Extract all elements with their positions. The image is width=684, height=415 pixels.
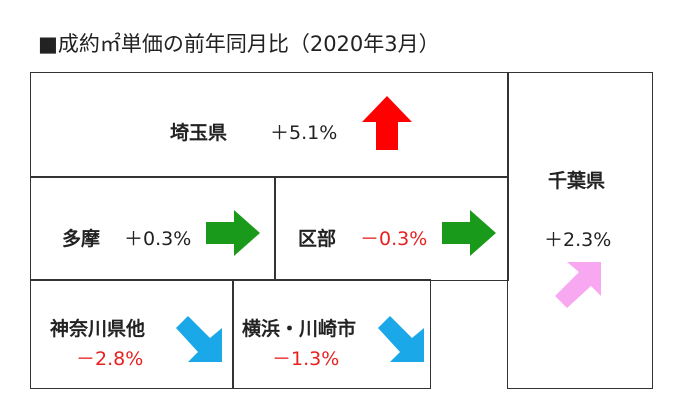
region-change: －2.8% <box>76 348 144 370</box>
down-right-arrow <box>378 316 424 362</box>
region-name: 区部 <box>298 228 337 250</box>
region-box <box>30 176 276 281</box>
region-name: 埼玉県 <box>170 122 228 144</box>
region-name: 神奈川県他 <box>50 318 146 340</box>
up-right-arrow <box>555 262 601 308</box>
region-change: ＋0.3% <box>124 228 192 250</box>
region-name: 横浜・川崎市 <box>242 318 357 340</box>
region-change: －1.3% <box>272 348 340 370</box>
title: ■成約㎡単価の前年同月比（2020年3月） <box>38 32 440 56</box>
region-box <box>274 176 509 281</box>
region-name: 千葉県 <box>548 170 606 192</box>
region-change: ＋2.3% <box>544 229 612 251</box>
region-box <box>30 279 234 389</box>
region-change: －0.3% <box>360 228 428 250</box>
region-name: 多摩 <box>62 228 101 250</box>
region-box <box>507 72 653 389</box>
region-change: ＋5.1% <box>270 122 338 144</box>
right-arrow <box>442 210 496 256</box>
up-arrow <box>362 96 412 150</box>
region-box <box>232 279 431 389</box>
down-right-arrow <box>176 316 222 362</box>
region-box <box>30 72 509 178</box>
right-arrow <box>206 210 260 256</box>
